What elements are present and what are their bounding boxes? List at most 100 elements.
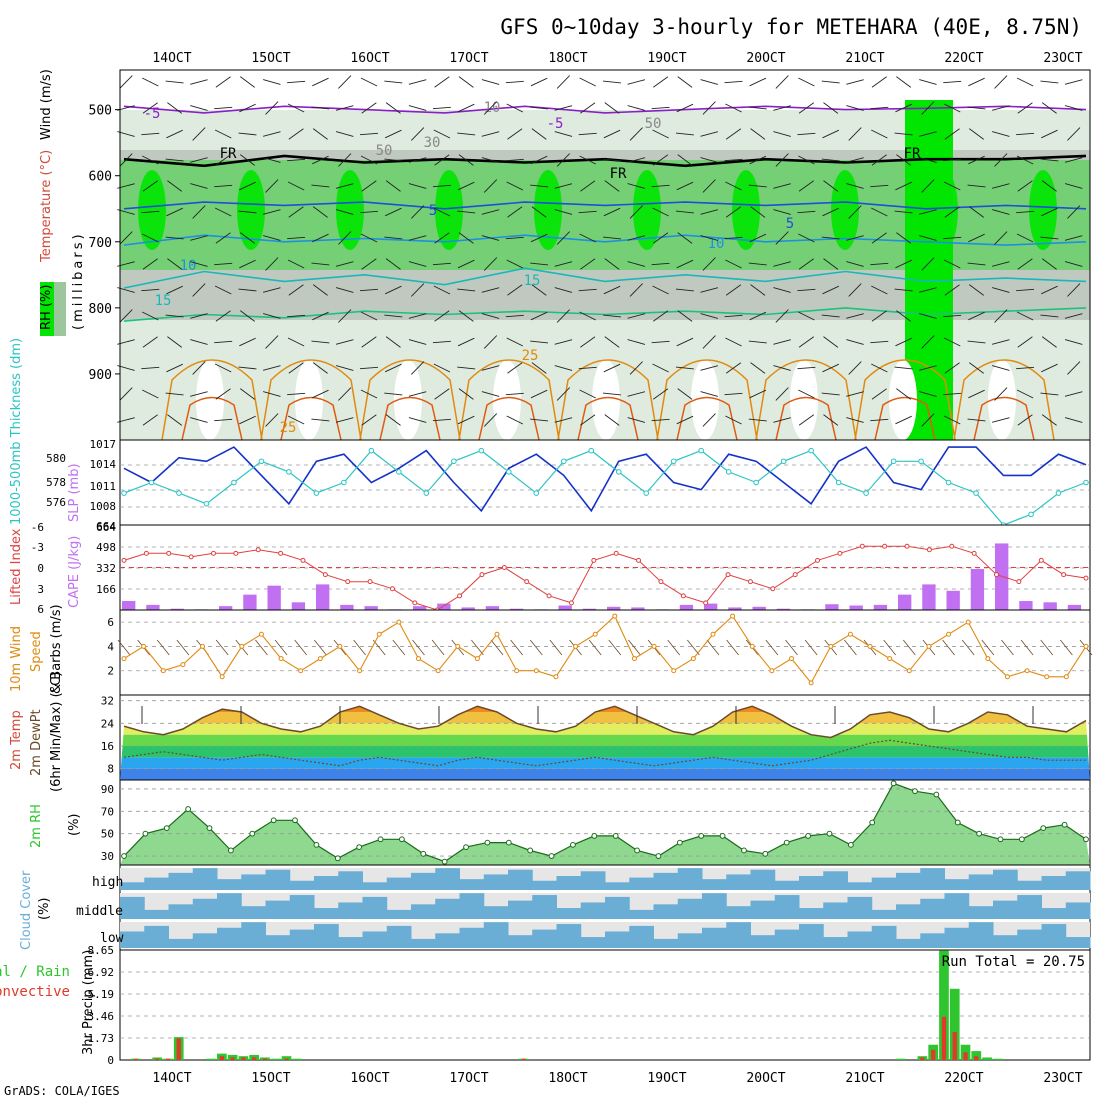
cross-section-panel: -5 -5 FR FR FR 5 5 10 10 15 15 25 25 50 50 30 10 500 600 7… bbox=[39, 69, 1091, 441]
li-cape-panel: -6 -3 0 3 6 664 498 332 166 Lifted Index CAPE (J… bbox=[9, 521, 1091, 616]
wind-barb bbox=[991, 417, 1010, 423]
wind-barb bbox=[604, 180, 620, 192]
cloud-bar bbox=[435, 868, 460, 890]
wind-barb bbox=[629, 205, 643, 219]
wind-barb bbox=[554, 131, 573, 137]
wind10-point bbox=[455, 643, 461, 649]
cape-bar bbox=[170, 608, 184, 610]
thickness-point bbox=[506, 469, 512, 475]
wind-barb bbox=[896, 76, 912, 88]
wind-barb bbox=[554, 209, 573, 215]
bottom-tick-label: 22OCT bbox=[944, 1071, 983, 1086]
wind-barb bbox=[579, 155, 596, 165]
cape-axis-label: CAPE (J/kg) bbox=[67, 536, 82, 608]
cape-bar bbox=[946, 590, 960, 610]
wind-barb bbox=[507, 362, 523, 374]
wind-barb bbox=[676, 181, 694, 191]
precip-total-label: Total / Rain bbox=[0, 964, 70, 980]
wind10-barbs-label: & Barbs (m/s) bbox=[49, 604, 64, 694]
cape-bar bbox=[1043, 602, 1057, 610]
cape-bar bbox=[243, 594, 257, 610]
wind-barb bbox=[335, 209, 354, 215]
wind-barb bbox=[142, 311, 159, 321]
cloud-bar bbox=[192, 898, 218, 919]
wind-barb bbox=[603, 285, 621, 295]
cape-bar bbox=[922, 584, 936, 610]
dewpt2m-axis-label: 2m DewPt bbox=[29, 709, 44, 776]
cloud-bar bbox=[653, 938, 679, 948]
cloud-bar bbox=[192, 868, 218, 890]
wind-barb bbox=[166, 363, 183, 373]
wind10-point bbox=[906, 668, 912, 674]
wind-barb bbox=[700, 79, 718, 85]
cape-bar bbox=[291, 602, 306, 610]
wind-barb bbox=[969, 128, 984, 140]
cape-bar bbox=[873, 604, 888, 610]
thickness-point bbox=[808, 447, 814, 454]
wind-barb bbox=[119, 75, 133, 89]
wind-barb bbox=[603, 363, 621, 373]
wind-barb bbox=[580, 336, 596, 348]
wind-barb bbox=[846, 235, 864, 241]
wind-barb bbox=[408, 391, 427, 397]
wind-barb bbox=[481, 235, 500, 241]
wind-barb bbox=[702, 101, 716, 115]
wind-barb bbox=[919, 131, 937, 137]
cloud-bar bbox=[556, 908, 582, 919]
wind-barb bbox=[360, 77, 378, 87]
cloud-bar bbox=[847, 931, 873, 948]
wind-barb bbox=[580, 102, 596, 114]
wind-barb bbox=[263, 157, 281, 163]
cloud-bar bbox=[580, 902, 606, 919]
wind-barb bbox=[773, 261, 791, 267]
lifted-index-point bbox=[233, 550, 239, 556]
rh2m-point bbox=[441, 858, 448, 865]
cloud-bar bbox=[580, 937, 606, 948]
wind-barb bbox=[1064, 79, 1083, 85]
wind-barb bbox=[505, 236, 524, 240]
wind10-point bbox=[200, 643, 206, 649]
wind-barb bbox=[530, 311, 548, 321]
wind10-point bbox=[239, 643, 245, 649]
wind-barb bbox=[1041, 180, 1057, 192]
wind-barb bbox=[335, 131, 354, 137]
wind-barb bbox=[1040, 80, 1059, 84]
wind-barb bbox=[434, 154, 450, 166]
cape-bar bbox=[364, 606, 378, 610]
wind-barb bbox=[651, 418, 670, 422]
temp-band bbox=[120, 757, 1090, 769]
cloud-bar bbox=[823, 871, 848, 890]
cloud-bar bbox=[459, 879, 485, 890]
wind-barb bbox=[822, 129, 840, 139]
wind-barb bbox=[458, 154, 474, 166]
lifted-index-point bbox=[367, 579, 373, 585]
lifted-index-point bbox=[747, 579, 753, 585]
wind-barb bbox=[311, 106, 330, 110]
wind-barb bbox=[458, 232, 474, 244]
wind-barb bbox=[724, 158, 743, 162]
wind-barb bbox=[457, 415, 475, 425]
wind10-barb bbox=[176, 639, 190, 656]
cloud-bar bbox=[362, 896, 388, 919]
precip-conv-bar bbox=[262, 1058, 268, 1060]
cloud-bar bbox=[799, 908, 824, 919]
minmax-axis-label: (6hr Min/Max) (°C) bbox=[49, 672, 64, 792]
rh2m-point bbox=[377, 836, 384, 843]
wind-barb bbox=[505, 80, 524, 84]
isotherm-25-loop bbox=[458, 359, 560, 441]
wind-barb bbox=[556, 153, 570, 167]
cape-bar bbox=[825, 604, 839, 610]
wind10-point bbox=[1044, 674, 1050, 680]
wind-barb bbox=[190, 79, 208, 85]
cloud-bar bbox=[435, 898, 460, 919]
cloud-bar bbox=[144, 909, 169, 919]
wind10-point bbox=[1083, 643, 1089, 649]
wind-barb bbox=[725, 362, 742, 374]
wind10-barb bbox=[353, 639, 366, 656]
lifted-index-point bbox=[412, 600, 418, 606]
wind-barb bbox=[871, 76, 887, 88]
cloud-bar bbox=[968, 922, 994, 948]
cloud-bar bbox=[168, 938, 194, 948]
precip-conv-bar bbox=[165, 1058, 171, 1060]
cape-bar bbox=[728, 607, 742, 610]
